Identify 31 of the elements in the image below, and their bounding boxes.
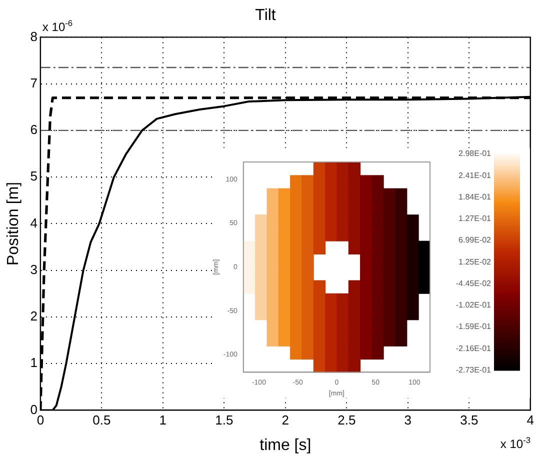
color-bar-label: 2.41E-01 <box>458 170 492 180</box>
y-tick-label: 0 <box>30 402 38 417</box>
color-bar-label: 2.98E-01 <box>458 149 492 158</box>
y-tick-label: 7 <box>30 75 38 90</box>
y-tick-label: 8 <box>30 28 38 44</box>
color-bar-label: 1.25E-02 <box>458 257 492 266</box>
color-bar-label: 1.84E-01 <box>458 192 492 202</box>
color-bar-label: -1.02E-01 <box>456 300 492 310</box>
x-tick-label: 1.5 <box>215 412 234 428</box>
x-axis-title: time [s] <box>260 436 312 454</box>
y-tick-label: 6 <box>30 122 38 138</box>
x-tick-label: 0.5 <box>92 412 111 428</box>
color-bar-label: -2.73E-01 <box>456 365 492 374</box>
color-bar-label: 6.99E-02 <box>458 236 492 245</box>
x-tick-label: 4 <box>526 412 534 428</box>
x-tick-label: 1 <box>159 412 167 428</box>
y-tick-label: 4 <box>30 215 38 230</box>
x-tick-label: 2.5 <box>338 412 356 428</box>
color-bar-label: -1.59E-01 <box>456 322 492 332</box>
y-tick-label: 3 <box>30 262 38 277</box>
x-tick-label: 3 <box>404 412 412 428</box>
y-tick-label: 5 <box>30 168 38 184</box>
x-tick-label: 3.5 <box>460 412 478 428</box>
color-bar-label: -2.16E-01 <box>456 344 492 353</box>
y-axis-title: Position [m] <box>5 182 22 266</box>
color-bar-label: 1.27E-01 <box>458 214 492 223</box>
y-tick-label: 1 <box>30 355 38 370</box>
y-tick-label: 2 <box>30 308 38 324</box>
color-bar-label: -4.45E-02 <box>456 278 492 288</box>
chart-title: Tilt <box>255 7 276 24</box>
x-tick-label: 2 <box>282 412 290 428</box>
